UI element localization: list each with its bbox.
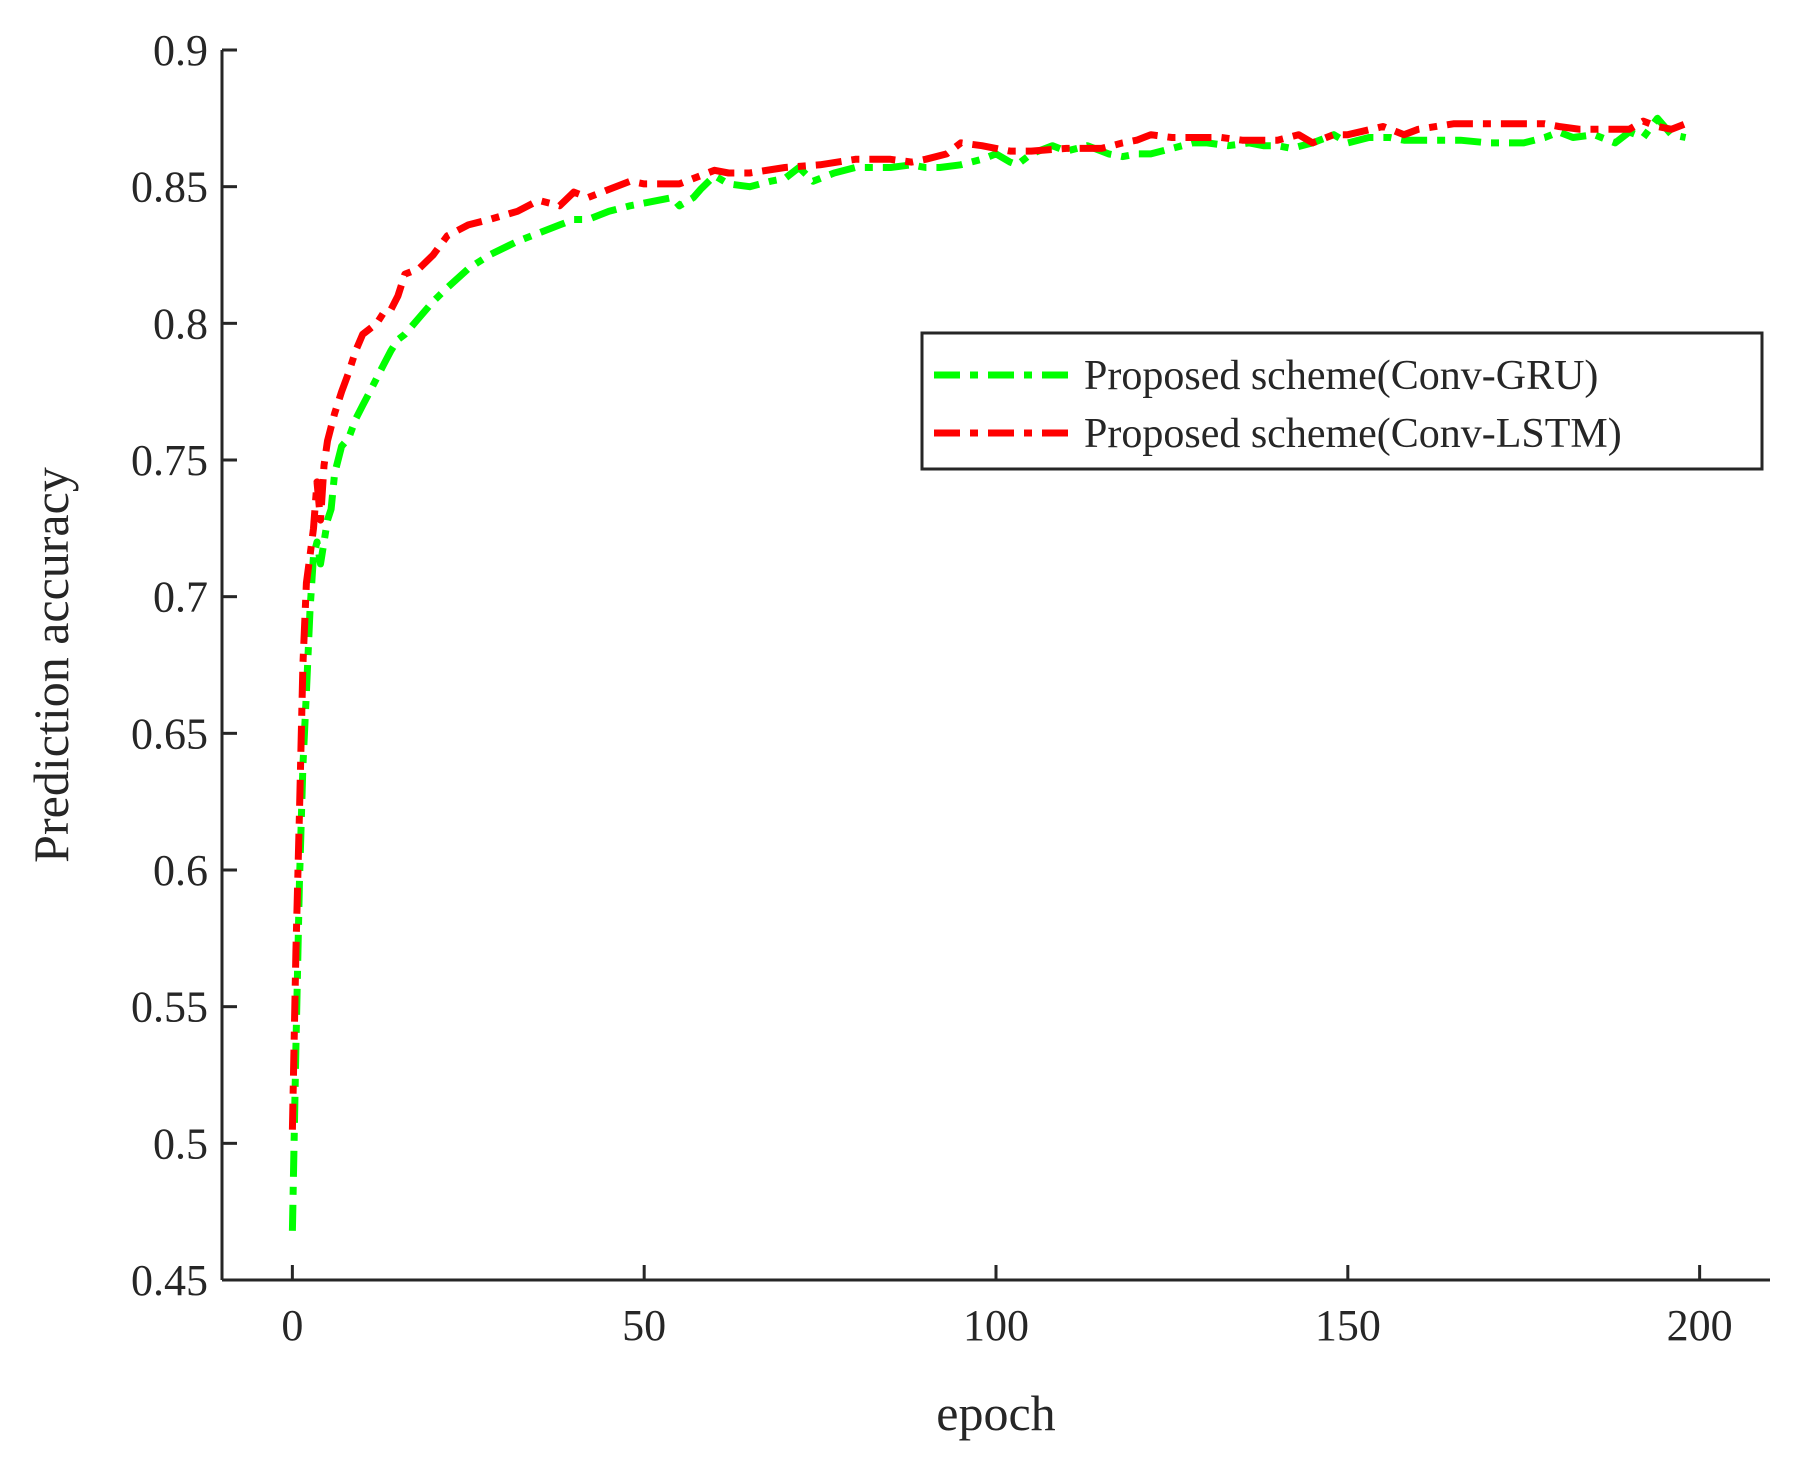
legend-label-1: Proposed scheme(Conv-GRU) [1084,353,1598,399]
y-axis-label: Prediction accuracy [23,467,79,863]
y-tick-label: 0.8 [153,299,208,348]
y-tick-label: 0.7 [153,573,208,622]
legend-label-2: Proposed scheme(Conv-LSTM) [1084,411,1622,457]
y-tick-label: 0.9 [153,26,208,75]
y-tick-label: 0.65 [131,709,208,758]
y-tick-label: 0.5 [153,1119,208,1168]
y-tick-label: 0.55 [131,983,208,1032]
x-tick-label: 50 [622,1301,666,1350]
x-axis-label: epoch [936,1385,1055,1441]
y-tick-label: 0.6 [153,846,208,895]
x-tick-label: 150 [1315,1301,1381,1350]
y-tick-label: 0.75 [131,436,208,485]
series-line-1 [288,114,1687,1231]
y-tick-label: 0.45 [131,1256,208,1305]
legend-box [920,331,1764,471]
x-tick-label: 200 [1667,1301,1733,1350]
series-line-2 [288,117,1687,1130]
x-tick-label: 100 [963,1301,1029,1350]
y-tick-label: 0.85 [131,163,208,212]
x-tick-label: 0 [281,1301,303,1350]
